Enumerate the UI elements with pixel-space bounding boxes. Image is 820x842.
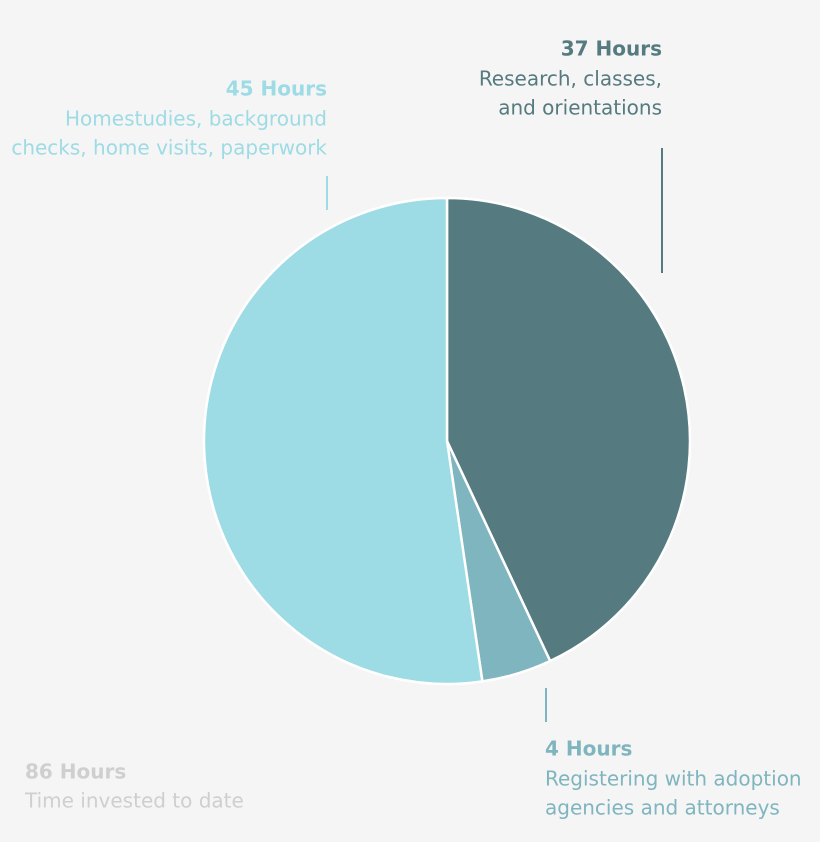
slice-description: and orientations bbox=[498, 96, 662, 120]
value-label: 4 Hours bbox=[545, 737, 632, 761]
slice-description: checks, home visits, paperwork bbox=[11, 136, 327, 160]
pie-slice bbox=[445, 196, 692, 663]
value-label: 37 Hours bbox=[561, 37, 662, 61]
total-caption: Time invested to date bbox=[24, 789, 244, 813]
pie-slice bbox=[202, 196, 484, 686]
slice-description: Research, classes, bbox=[479, 67, 662, 91]
slice-description: Registering with adoption bbox=[545, 767, 802, 791]
total-label: 86 Hours bbox=[25, 760, 126, 784]
slice-description: agencies and attorneys bbox=[545, 796, 780, 820]
slice-description: Homestudies, background bbox=[65, 107, 327, 131]
value-label: 45 Hours bbox=[226, 77, 327, 101]
